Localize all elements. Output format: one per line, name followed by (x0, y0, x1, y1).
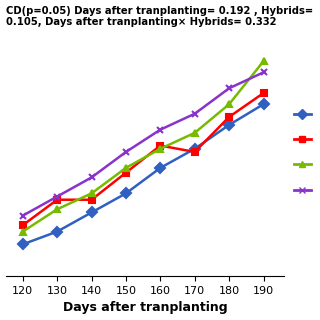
Legend: , , , : , , , (294, 108, 315, 197)
Text: CD(p=0.05) Days after tranplanting= 0.192 , Hybrids=
0.105, Days after tranplant: CD(p=0.05) Days after tranplanting= 0.19… (5, 5, 313, 27)
X-axis label: Days after tranplanting: Days after tranplanting (62, 301, 227, 315)
